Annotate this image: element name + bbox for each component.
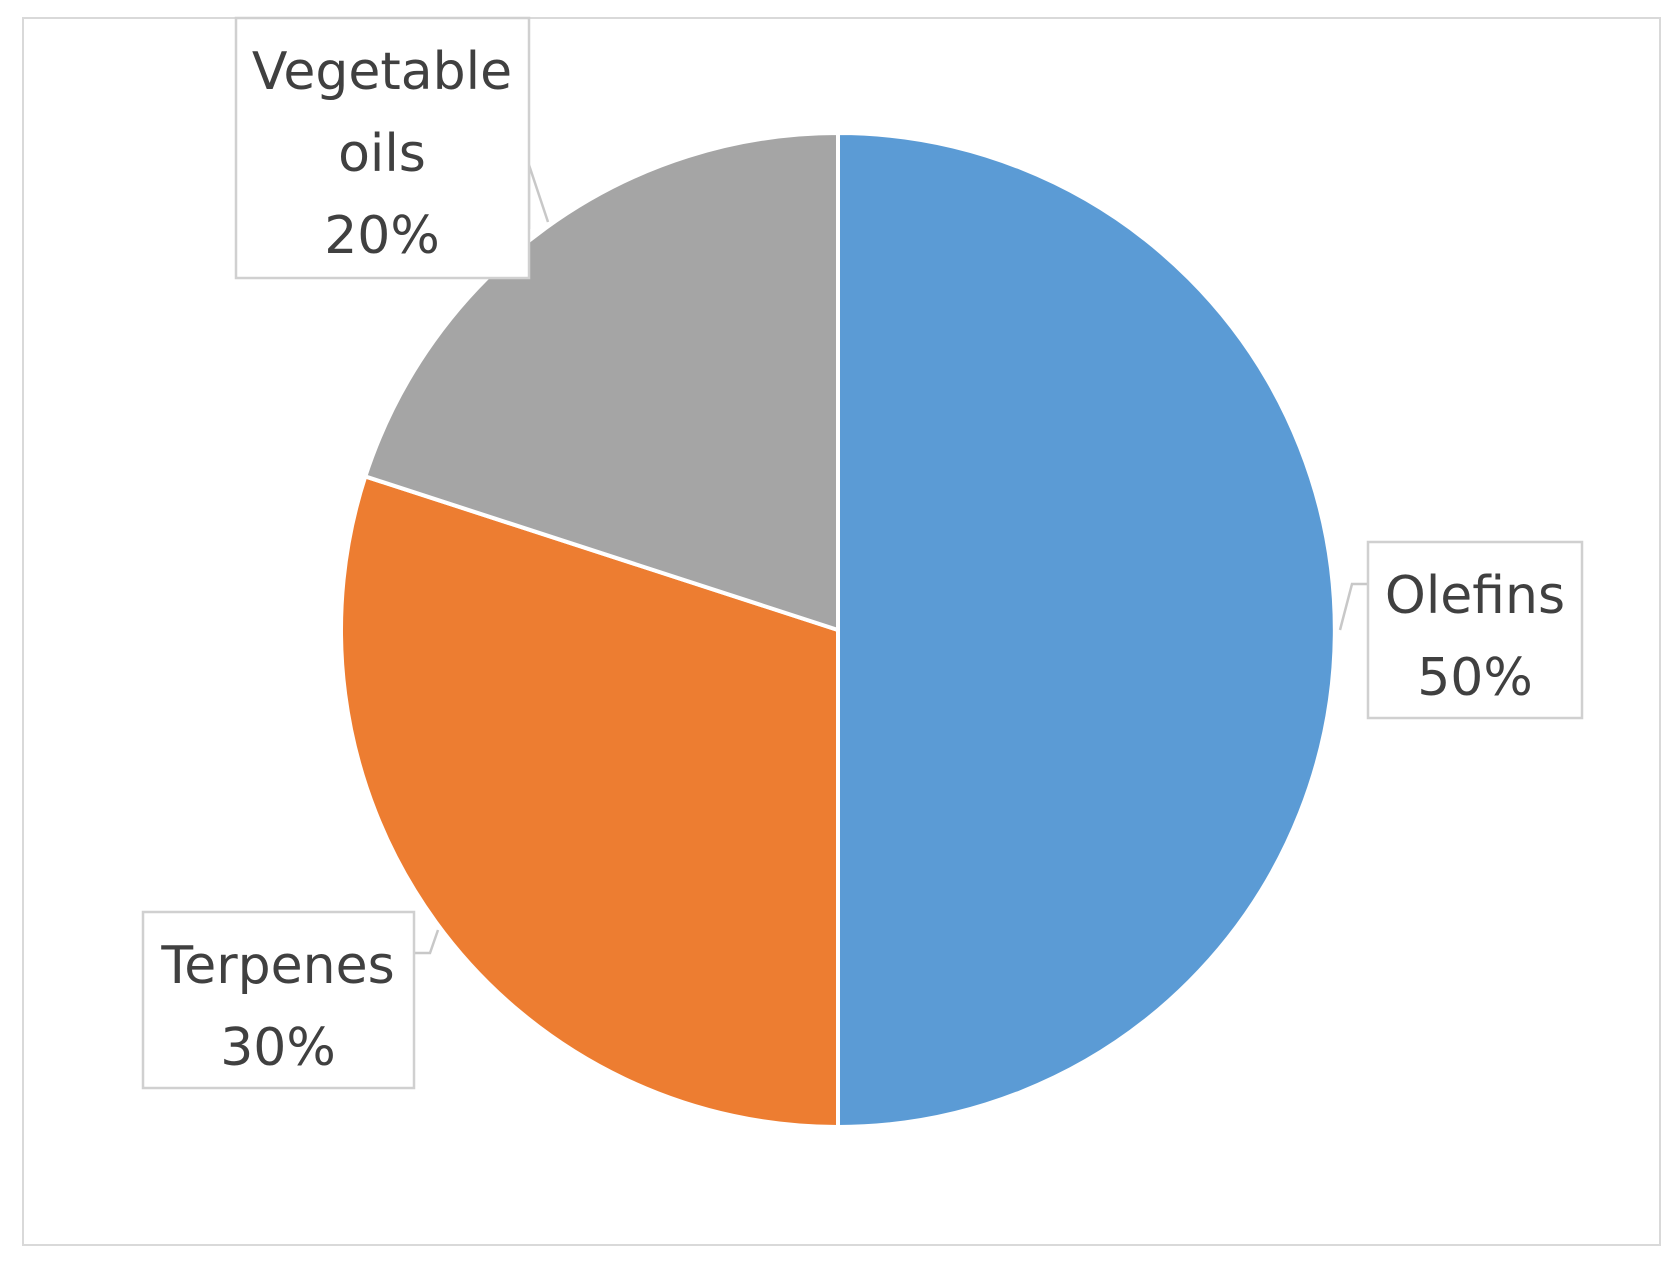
label-box-olefins bbox=[1366, 540, 1584, 720]
pie-slice-terpenes bbox=[339, 473, 840, 1130]
value-label-vegetable-oils: 20% bbox=[324, 206, 440, 266]
pie-slices bbox=[339, 130, 1337, 1130]
leader-line-vegetable-oils bbox=[527, 164, 550, 229]
value-label-terpenes: 30% bbox=[220, 1018, 336, 1078]
label-box-vegetable-oils bbox=[234, 16, 531, 280]
data-label-vegetable-oils: Vegetable oils 20% bbox=[234, 16, 550, 280]
leader-line-olefins bbox=[1338, 582, 1368, 631]
pie-slice-olefins bbox=[836, 130, 1337, 1130]
category-label-vegetable-oils-2: oils bbox=[338, 124, 426, 184]
value-label-olefins: 50% bbox=[1417, 648, 1533, 708]
category-label-vegetable-oils-1: Vegetable bbox=[252, 42, 512, 102]
pie-slice-vegetable-oils bbox=[362, 130, 840, 633]
category-label-olefins-1: Olefins bbox=[1385, 566, 1565, 626]
data-label-callouts: Olefins 50% Terpenes 30% Vegetable oils 20% bbox=[141, 16, 1584, 1090]
leader-line-terpenes bbox=[414, 929, 440, 955]
data-label-terpenes: Terpenes 30% bbox=[141, 910, 440, 1090]
data-label-olefins: Olefins 50% bbox=[1338, 540, 1584, 720]
category-label-terpenes-1: Terpenes bbox=[160, 936, 394, 996]
label-box-terpenes bbox=[141, 910, 416, 1090]
chart-area-border bbox=[22, 17, 1661, 1246]
